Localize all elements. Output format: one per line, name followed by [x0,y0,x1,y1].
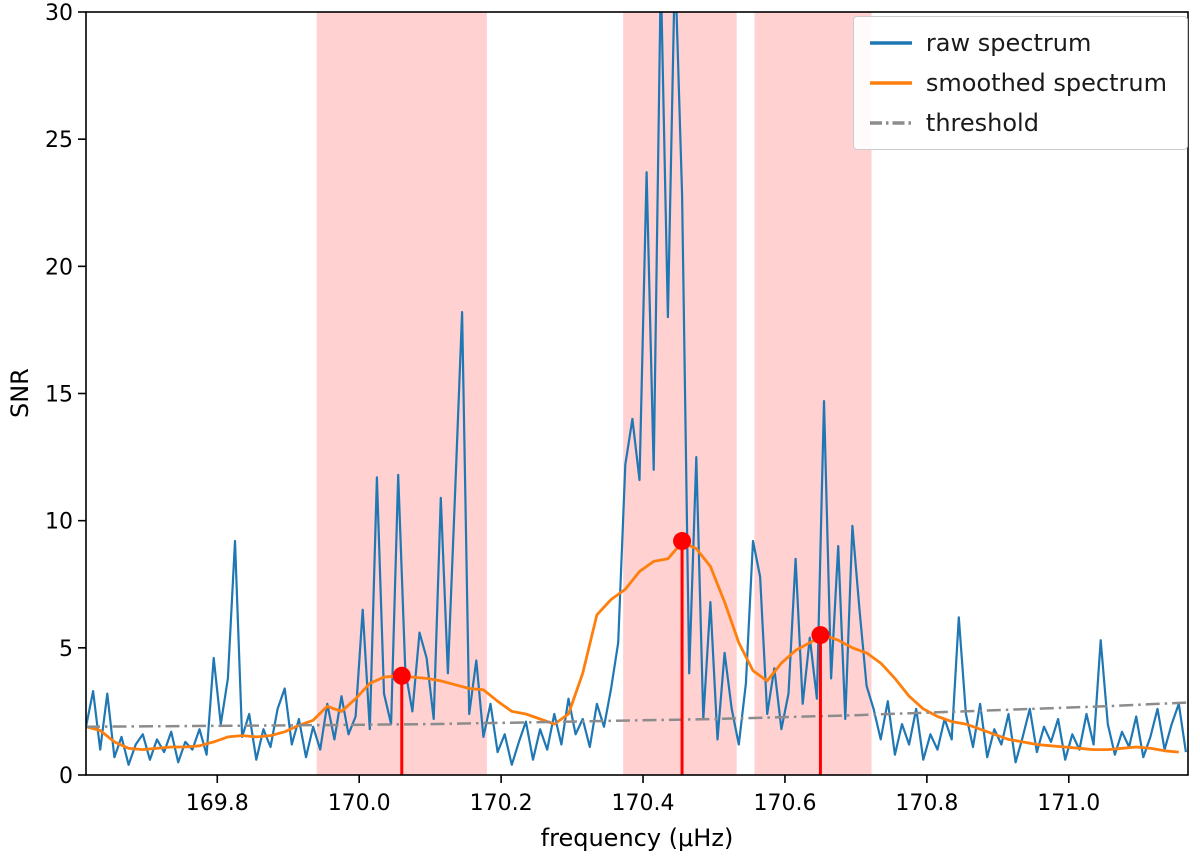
y-axis-label: SNR [6,368,34,419]
x-tick-label: 170.4 [612,791,675,816]
x-tick-label: 170.0 [328,791,391,816]
legend-item-smoothed-spectrum: smoothed spectrum [868,69,1167,97]
peak-marker [392,666,411,685]
threshold-line [86,701,1188,728]
raw-spectrum-line [86,12,1187,766]
y-tick-label: 5 [59,637,73,662]
smoothed-spectrum-line-sample [869,81,912,85]
y-tick-label: 15 [45,383,73,408]
legend-label: threshold [925,109,1039,137]
legend: raw spectrum smoothed spectrum threshold [852,16,1188,150]
legend-label: raw spectrum [925,29,1092,57]
y-tick-label: 30 [45,1,73,26]
legend-label: smoothed spectrum [925,69,1167,97]
y-tick-label: 25 [45,128,73,153]
y-tick-label: 20 [45,255,73,280]
x-tick-label: 169.8 [186,791,249,816]
raw-spectrum-line-sample [869,41,912,45]
x-axis-label: frequency (μHz) [540,824,734,852]
peak-marker [811,626,830,645]
x-tick-label: 170.8 [895,791,958,816]
peak-marker [673,532,692,551]
x-tick-label: 170.2 [470,791,533,816]
y-tick-label: 10 [45,510,73,535]
smoothed-spectrum-line [86,540,1179,754]
x-tick-label: 171.0 [1037,791,1100,816]
legend-item-threshold: threshold [868,109,1167,137]
legend-item-raw-spectrum: raw spectrum [868,29,1167,57]
y-tick-label: 0 [59,764,73,789]
x-tick-label: 170.6 [753,791,816,816]
detection-region [316,12,487,775]
threshold-line-sample [869,121,912,125]
